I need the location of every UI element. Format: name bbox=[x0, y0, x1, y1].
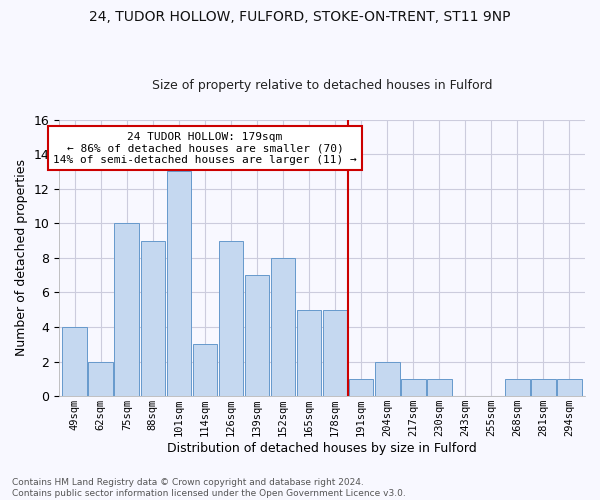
Bar bbox=[296, 310, 322, 396]
Bar bbox=[557, 379, 582, 396]
Y-axis label: Number of detached properties: Number of detached properties bbox=[15, 160, 28, 356]
Bar bbox=[115, 224, 139, 396]
Bar bbox=[245, 275, 269, 396]
Text: 24 TUDOR HOLLOW: 179sqm
← 86% of detached houses are smaller (70)
14% of semi-de: 24 TUDOR HOLLOW: 179sqm ← 86% of detache… bbox=[53, 132, 357, 165]
Bar bbox=[193, 344, 217, 396]
Bar bbox=[271, 258, 295, 396]
Text: 24, TUDOR HOLLOW, FULFORD, STOKE-ON-TRENT, ST11 9NP: 24, TUDOR HOLLOW, FULFORD, STOKE-ON-TREN… bbox=[89, 10, 511, 24]
Bar bbox=[323, 310, 347, 396]
Bar bbox=[167, 172, 191, 396]
Bar bbox=[427, 379, 452, 396]
Bar bbox=[375, 362, 400, 396]
Bar bbox=[140, 240, 165, 396]
Bar bbox=[218, 240, 244, 396]
Bar bbox=[401, 379, 425, 396]
Bar bbox=[62, 327, 87, 396]
Text: Contains HM Land Registry data © Crown copyright and database right 2024.
Contai: Contains HM Land Registry data © Crown c… bbox=[12, 478, 406, 498]
Bar bbox=[88, 362, 113, 396]
Title: Size of property relative to detached houses in Fulford: Size of property relative to detached ho… bbox=[152, 79, 493, 92]
Bar bbox=[531, 379, 556, 396]
Bar bbox=[505, 379, 530, 396]
X-axis label: Distribution of detached houses by size in Fulford: Distribution of detached houses by size … bbox=[167, 442, 477, 455]
Bar bbox=[349, 379, 373, 396]
